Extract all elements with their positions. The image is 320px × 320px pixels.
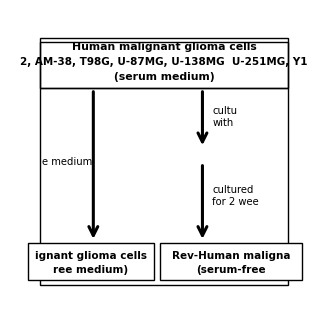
Text: cultured
for 2 wee: cultured for 2 wee [212, 185, 259, 207]
Bar [160, 243, 302, 280]
Bar [28, 243, 154, 280]
Text: (serum medium): (serum medium) [114, 72, 214, 82]
Text: cultu
with: cultu with [212, 106, 237, 128]
Text: (serum-free: (serum-free [196, 265, 266, 275]
Text: ree medium): ree medium) [53, 265, 128, 275]
Bar [40, 42, 288, 88]
Text: Rev-Human maligna: Rev-Human maligna [172, 251, 290, 261]
Text: ignant glioma cells: ignant glioma cells [35, 251, 147, 261]
Text: Human malignant glioma cells: Human malignant glioma cells [72, 42, 256, 52]
Text: e medium: e medium [43, 156, 93, 167]
Text: 2, AM-38, T98G, U-87MG, U-138MG  U-251MG, Y1: 2, AM-38, T98G, U-87MG, U-138MG U-251MG,… [20, 57, 308, 67]
